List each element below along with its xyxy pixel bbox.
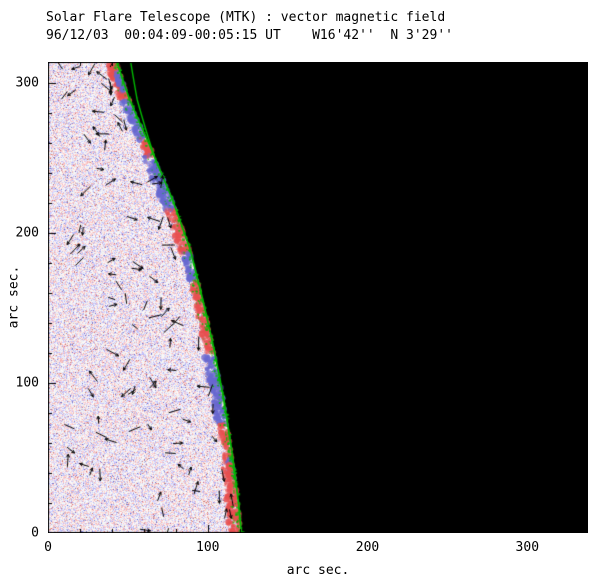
plot-canvas [48,62,588,533]
chart-title: Solar Flare Telescope (MTK) : vector mag… [46,10,446,25]
x-tick-label: 100 [196,540,220,555]
x-tick-label: 300 [515,540,540,555]
y-axis-label: arc sec. [6,265,22,329]
y-tick-label: 0 [31,525,39,541]
x-tick-label: 0 [44,540,52,555]
x-axis-label: arc sec. [286,563,350,578]
x-tick-label: 200 [355,540,380,555]
y-tick-label: 300 [15,75,39,91]
chart-subtitle: 96/12/03 00:04:09-00:05:15 UT W16'42'' N… [46,28,453,43]
y-tick-label: 100 [15,375,39,391]
y-tick-label: 200 [15,225,39,241]
